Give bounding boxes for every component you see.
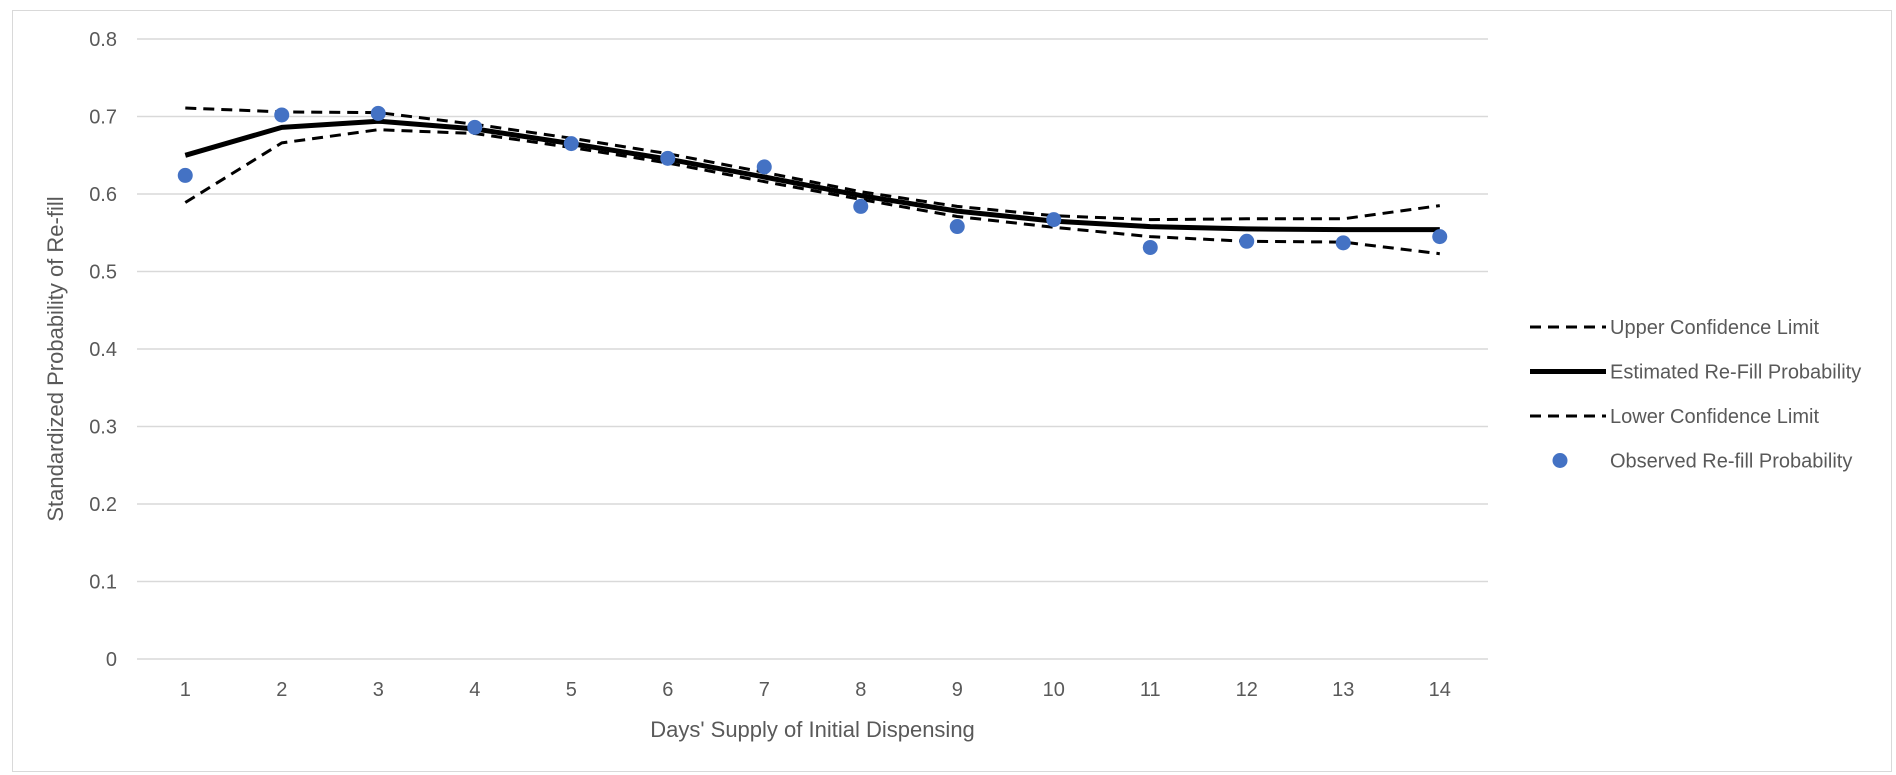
x-tick-label: 13 — [1332, 679, 1354, 701]
x-tick-label: 14 — [1429, 679, 1451, 701]
legend: Upper Confidence Limit Estimated Re-Fill … — [1530, 317, 1861, 473]
legend-label: Observed Re-fill Probability — [1610, 451, 1852, 473]
y-tick-label: 0.7 — [89, 107, 117, 129]
observed-re-fill-probability-series — [177, 105, 1448, 255]
legend-item-lower-confidence-limit: Lower Confidence Limit — [1530, 406, 1819, 428]
x-tick-label: 6 — [662, 679, 673, 701]
x-tick-label: 7 — [759, 679, 770, 701]
x-tick-label: 10 — [1043, 679, 1065, 701]
y-tick-label: 0.2 — [89, 494, 117, 516]
observed-re-fill-probability-point — [1142, 239, 1158, 255]
observed-re-fill-probability-point — [853, 198, 869, 214]
observed-re-fill-probability-point — [467, 119, 483, 135]
legend-item-observed-re-fill-probability: Observed Re-fill Probability — [1552, 451, 1852, 473]
x-tick-label: 4 — [469, 679, 480, 701]
x-tick-label: 5 — [566, 679, 577, 701]
legend-label: Upper Confidence Limit — [1610, 317, 1819, 339]
estimated-re-fill-probability-line — [184, 118, 1440, 233]
upper-confidence-limit-line — [185, 106, 1441, 222]
x-tick-label: 2 — [276, 679, 287, 701]
observed-re-fill-probability-point — [177, 167, 193, 183]
observed-re-fill-probability-point — [949, 219, 965, 235]
y-tick-label: 0 — [106, 649, 117, 671]
observed-re-fill-probability-point — [1432, 229, 1448, 245]
y-axis-title: Standardized Probability of Re-fill — [43, 196, 68, 521]
x-axis-ticks: 1 2 3 4 5 6 7 8 9 10 11 12 13 14 — [180, 679, 1451, 701]
observed-re-fill-probability-point — [1239, 233, 1255, 249]
y-tick-label: 0.3 — [89, 417, 117, 439]
x-tick-label: 12 — [1236, 679, 1258, 701]
legend-item-upper-confidence-limit: Upper Confidence Limit — [1530, 317, 1819, 339]
legend-label: Lower Confidence Limit — [1610, 406, 1819, 428]
x-tick-label: 3 — [373, 679, 384, 701]
x-tick-label: 8 — [855, 679, 866, 701]
legend-label: Estimated Re-Fill Probability — [1610, 362, 1861, 384]
x-axis-title: Days' Supply of Initial Dispensing — [650, 717, 975, 742]
observed-re-fill-probability-point — [1046, 212, 1062, 228]
observed-re-fill-probability-point — [660, 150, 676, 166]
gridlines — [137, 38, 1488, 660]
y-tick-label: 0.8 — [89, 29, 117, 51]
lower-confidence-limit-line — [184, 128, 1440, 256]
chart-frame: 0 0.1 0.2 0.3 0.4 0.5 0.6 0.7 0.8 1 2 3 4 5 6 7 8 9 10 11 1… — [12, 10, 1892, 772]
line-chart: 00.10.20.30.40.50.60.70.8 1 2 3 4 5 6 7 8 9 10 11 1… — [43, 29, 1861, 742]
x-tick-label: 1 — [180, 679, 191, 701]
x-tick-label: 11 — [1140, 679, 1161, 701]
observed-re-fill-probability-point — [370, 105, 386, 121]
y-tick-label: 0.4 — [89, 339, 117, 361]
legend-item-estimated-re-fill-probability: Estimated Re-Fill Probability — [1530, 362, 1861, 384]
y-tick-label: 0.5 — [89, 262, 117, 284]
y-tick-label: 0.1 — [89, 572, 117, 594]
series-layer — [177, 105, 1448, 256]
observed-re-fill-probability-point — [756, 159, 772, 175]
observed-re-fill-probability-point — [563, 136, 579, 152]
x-tick-label: 9 — [952, 679, 963, 701]
observed-re-fill-probability-point — [274, 107, 290, 123]
y-axis-ticks: 0 0.1 0.2 0.3 0.4 0.5 0.6 0.7 0.8 — [89, 29, 117, 671]
observed-re-fill-probability-point — [1335, 235, 1351, 251]
legend-marker — [1552, 453, 1568, 468]
y-tick-label: 0.6 — [89, 184, 117, 206]
